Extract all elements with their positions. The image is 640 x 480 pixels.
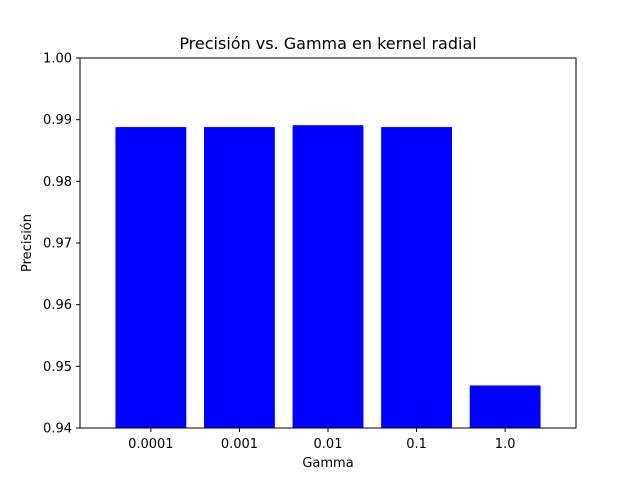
x-axis-label: Gamma [302, 456, 353, 471]
x-tick-label: 1.0 [495, 437, 516, 452]
bar [204, 127, 275, 429]
x-tick-label: 0.0001 [128, 437, 174, 452]
y-tick-label: 0.95 [43, 360, 72, 375]
y-tick-label: 0.98 [43, 175, 72, 190]
y-axis-label: Precisión [20, 214, 35, 272]
bar [469, 385, 541, 428]
y-axis-ticks: 0.94 0.95 0.96 0.97 0.98 0.99 1.00 [43, 52, 80, 437]
bar [381, 127, 452, 429]
y-tick-label: 0.97 [43, 237, 72, 252]
x-axis-ticks: 0.0001 0.001 0.01 0.1 1.0 [128, 428, 515, 452]
y-tick-label: 1.00 [43, 52, 72, 67]
y-tick-label: 0.99 [43, 113, 72, 128]
y-tick-label: 0.94 [43, 422, 72, 437]
x-tick-label: 0.1 [406, 437, 427, 452]
plot-area-frame [79, 57, 577, 429]
y-tick-label: 0.96 [43, 298, 72, 313]
x-tick-label: 0.01 [314, 437, 343, 452]
x-tick-label: 0.001 [221, 437, 258, 452]
bar [115, 127, 187, 429]
bar [292, 125, 364, 428]
chart-title: Precisión vs. Gamma en kernel radial [179, 34, 476, 53]
bars [115, 125, 541, 429]
